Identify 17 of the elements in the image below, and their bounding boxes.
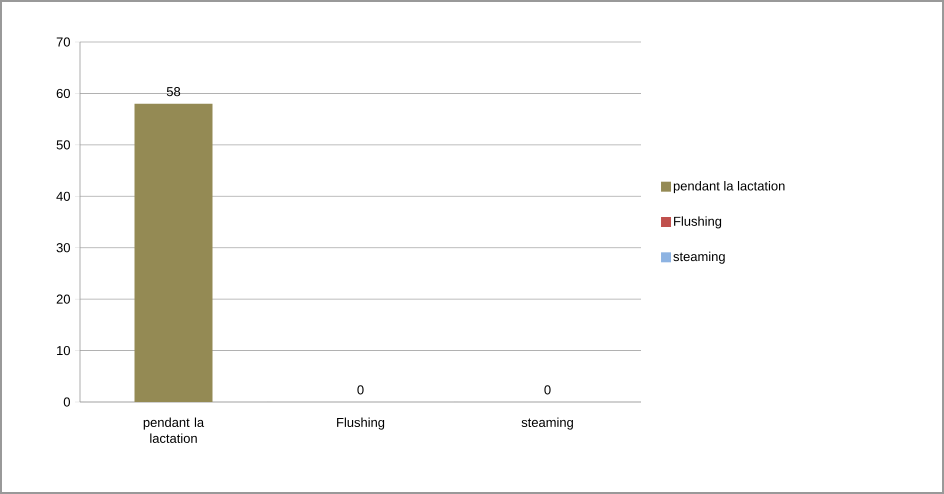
data-label: 0 bbox=[544, 385, 551, 394]
y-tick-label: 30 bbox=[56, 243, 70, 252]
legend-label: steaming bbox=[673, 252, 725, 264]
data-label: 58 bbox=[166, 87, 180, 96]
x-tick-label: Flushing bbox=[337, 418, 384, 430]
y-tick-label: 50 bbox=[56, 140, 70, 150]
y-tick-label: 10 bbox=[57, 346, 70, 356]
legend-label: pendant la lactation bbox=[674, 181, 784, 194]
x-tick-label: steaming bbox=[522, 418, 573, 430]
legend-label: Flushing bbox=[674, 216, 722, 228]
y-tick-label: 40 bbox=[56, 192, 70, 201]
y-tick-label: 60 bbox=[56, 88, 70, 98]
x-tick-label: pendant la lactation bbox=[144, 418, 204, 443]
y-tick-label: 0 bbox=[64, 397, 70, 407]
y-tick-label: 70 bbox=[56, 37, 70, 47]
data-label: 0 bbox=[357, 385, 364, 394]
y-tick-label: 20 bbox=[56, 294, 70, 304]
